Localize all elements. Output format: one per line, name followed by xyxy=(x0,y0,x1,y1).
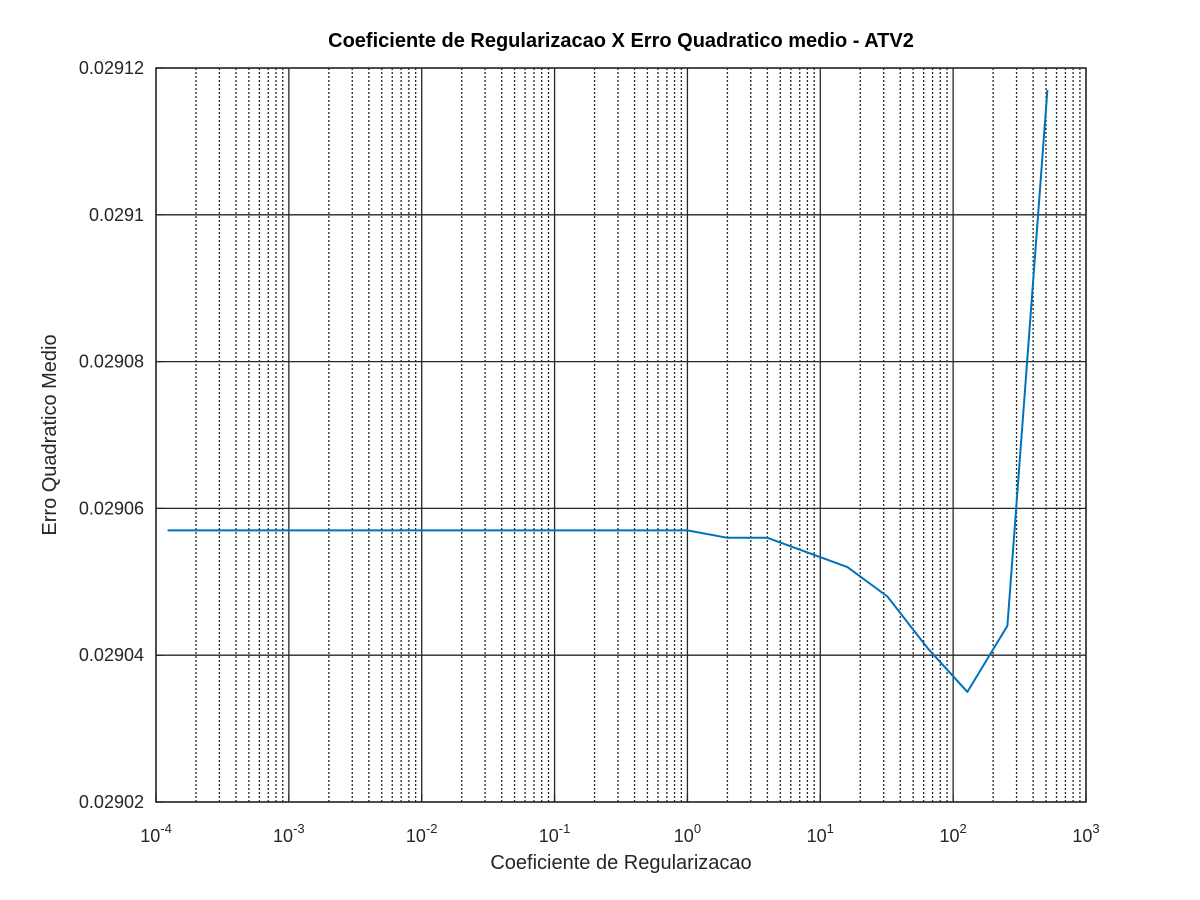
x-tick-label: 10-3 xyxy=(273,821,305,846)
x-axis-label: Coeficiente de Regularizacao xyxy=(490,852,751,874)
x-tick-label: 102 xyxy=(940,821,967,846)
x-tick-labels: 10-4 10-3 10-2 10-1 100 101 102 103 xyxy=(140,821,1099,846)
y-tick-label: 0.02908 xyxy=(79,352,144,372)
plot-frame xyxy=(155,67,1087,803)
axis-ticks xyxy=(155,67,1087,803)
chart-title: Coeficiente de Regularizacao X Erro Quad… xyxy=(328,30,914,52)
y-axis-label: Erro Quadratico Medio xyxy=(39,334,61,535)
x-tick-label: 101 xyxy=(807,821,834,846)
y-tick-labels: 0.02902 0.02904 0.02906 0.02908 0.0291 0.0291… xyxy=(79,58,144,812)
y-tick-label: 0.02904 xyxy=(79,645,144,665)
y-tick-label: 0.0291 xyxy=(89,205,144,225)
series-layer xyxy=(167,89,1049,693)
y-tick-label: 0.02902 xyxy=(79,792,144,812)
x-tick-label: 10-4 xyxy=(140,821,172,846)
y-tick-label: 0.02906 xyxy=(79,498,144,518)
x-tick-label: 100 xyxy=(674,821,701,846)
x-tick-label: 10-1 xyxy=(539,821,571,846)
series-line xyxy=(167,89,1049,693)
y-tick-label: 0.02912 xyxy=(79,58,144,78)
x-tick-label: 103 xyxy=(1072,821,1099,846)
x-tick-label: 10-2 xyxy=(406,821,438,846)
plot-area xyxy=(156,68,1086,802)
